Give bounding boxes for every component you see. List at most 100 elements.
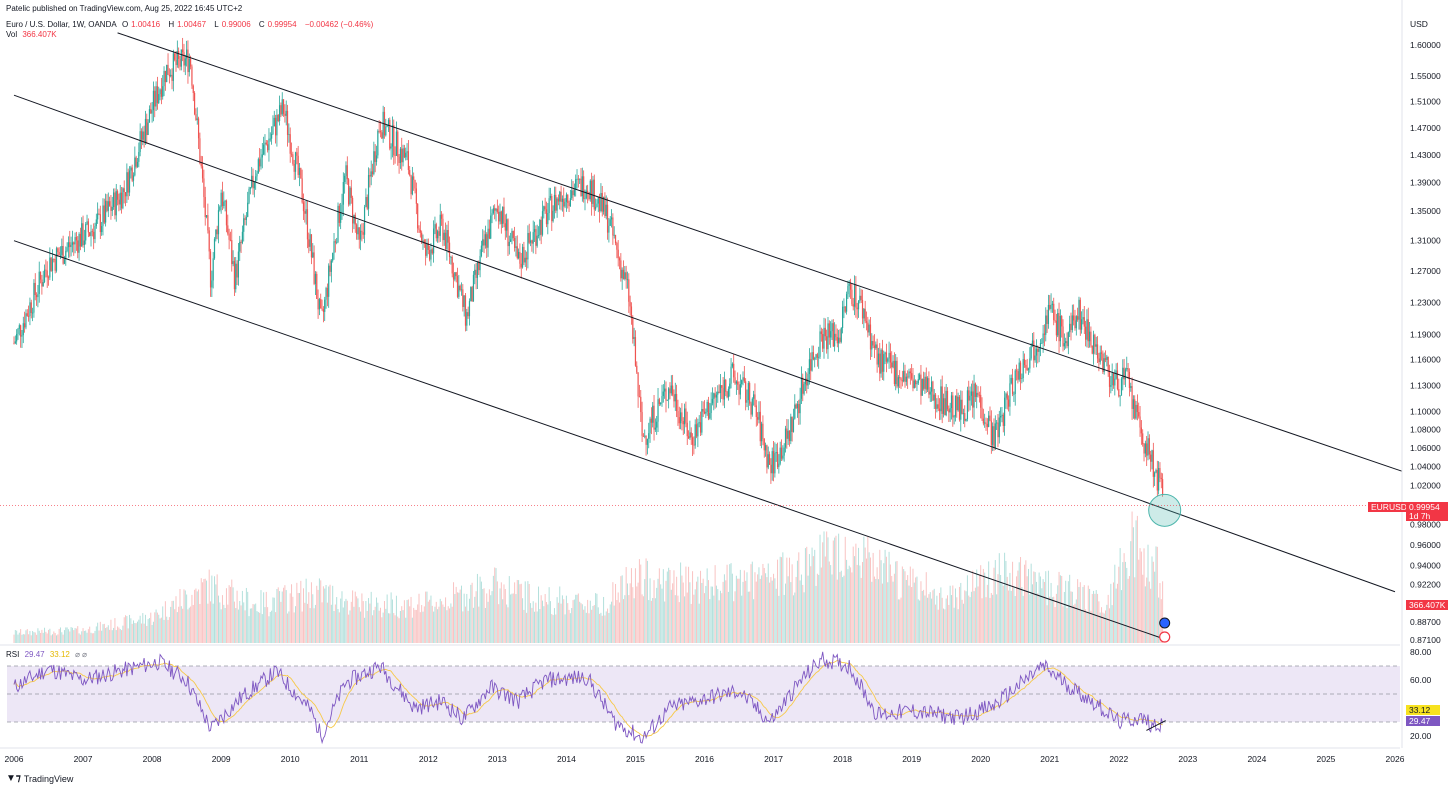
candle-body: [612, 217, 614, 236]
candle-body: [848, 283, 850, 286]
volume-bar: [1107, 594, 1109, 643]
volume-bar: [612, 582, 614, 643]
candle-body: [328, 265, 330, 297]
channel-line-upper[interactable]: [117, 32, 1403, 472]
volume-bar: [810, 566, 812, 643]
volume-bar: [940, 587, 942, 643]
candle-body: [399, 148, 402, 163]
volume-bar: [395, 595, 397, 643]
volume-bar: [646, 560, 648, 643]
volume-bar: [453, 582, 455, 643]
candle-body: [426, 243, 428, 256]
volume-bar: [53, 631, 55, 643]
candle-body: [290, 153, 293, 155]
volume-bar: [13, 634, 15, 643]
candle-body: [1147, 438, 1149, 456]
price-tick-label: 1.06000: [1410, 443, 1441, 453]
candle-body: [784, 428, 787, 448]
candle-body: [514, 237, 516, 248]
candle-body: [774, 453, 776, 474]
volume-bar: [1049, 596, 1051, 643]
candle-body: [429, 249, 431, 260]
candle-body: [160, 89, 162, 97]
candle-body: [381, 132, 383, 139]
candle-body: [1156, 469, 1158, 491]
event-marker-icon[interactable]: [1159, 631, 1171, 643]
volume-tag: 366.407K: [1406, 600, 1448, 610]
candle-body: [741, 380, 743, 385]
settings-icon[interactable]: ⌀ ⌀: [75, 650, 87, 659]
candle-body: [265, 142, 267, 145]
volume-bar: [993, 567, 995, 643]
candle-body: [20, 325, 22, 337]
candle-body: [314, 273, 317, 284]
candle-body: [329, 265, 331, 272]
volume-bar: [87, 629, 89, 643]
candle-body: [146, 118, 148, 136]
candle-body: [358, 227, 360, 240]
volume-bar: [144, 614, 146, 643]
candle-body: [723, 379, 726, 400]
candle-body: [576, 178, 578, 180]
volume-bar: [834, 537, 836, 643]
trend-channel[interactable]: [13, 32, 1403, 643]
volume-bar: [941, 597, 943, 643]
volume-bar: [1109, 608, 1111, 643]
volume-bar: [608, 612, 610, 643]
candle-body: [252, 175, 254, 189]
candle-body: [780, 447, 783, 459]
volume-bar: [1093, 590, 1095, 643]
candle-body: [139, 131, 141, 153]
channel-line-lower[interactable]: [13, 240, 1168, 641]
volume-bar: [931, 598, 933, 643]
candle-body: [167, 64, 169, 75]
candle-body: [49, 257, 51, 278]
candle-body: [65, 250, 67, 260]
candle-body: [629, 301, 631, 307]
volume-bar: [771, 580, 773, 643]
candle-body: [101, 226, 103, 233]
candle-body: [421, 232, 423, 243]
volume-bar: [858, 547, 860, 643]
candle-body: [988, 415, 990, 427]
event-marker-icon[interactable]: [1159, 617, 1171, 629]
volume-bar: [808, 554, 810, 643]
candle-body: [320, 299, 322, 309]
candle-body: [325, 287, 327, 300]
volume-bar: [151, 624, 153, 643]
footer-brand[interactable]: ▼⁊ TradingView: [6, 773, 74, 784]
volume-bar: [1024, 564, 1026, 643]
volume-bar: [564, 614, 566, 643]
volume-bar: [1043, 581, 1045, 643]
candle-body: [74, 237, 76, 245]
candle-body: [26, 313, 28, 316]
volume-bar: [49, 628, 51, 643]
candle-body: [986, 423, 988, 427]
rsi-trendline[interactable]: [1146, 720, 1166, 731]
volume-bar: [1138, 559, 1140, 643]
candle-body: [1122, 367, 1124, 379]
candle-body: [61, 246, 63, 255]
candle-body: [1120, 378, 1123, 396]
candle-body: [889, 352, 892, 363]
volume-bar: [819, 534, 821, 643]
candle-body: [743, 377, 745, 382]
candle-body: [280, 105, 282, 115]
volume-bar: [722, 581, 724, 643]
candle-body: [1005, 393, 1007, 398]
candle-body: [787, 430, 789, 439]
candle-body: [984, 422, 986, 424]
candle-body: [45, 269, 47, 271]
volume-bar: [717, 589, 719, 643]
candle-body: [259, 159, 261, 167]
volume-bar: [162, 606, 164, 643]
candle-body: [219, 206, 221, 211]
channel-line-middle[interactable]: [13, 94, 1396, 593]
candle-body: [1058, 313, 1060, 342]
candle-body: [758, 411, 760, 420]
candle-body: [1063, 343, 1065, 347]
highlight-circle[interactable]: [1148, 493, 1182, 527]
candle-body: [861, 299, 864, 319]
volume-bar: [37, 628, 39, 643]
